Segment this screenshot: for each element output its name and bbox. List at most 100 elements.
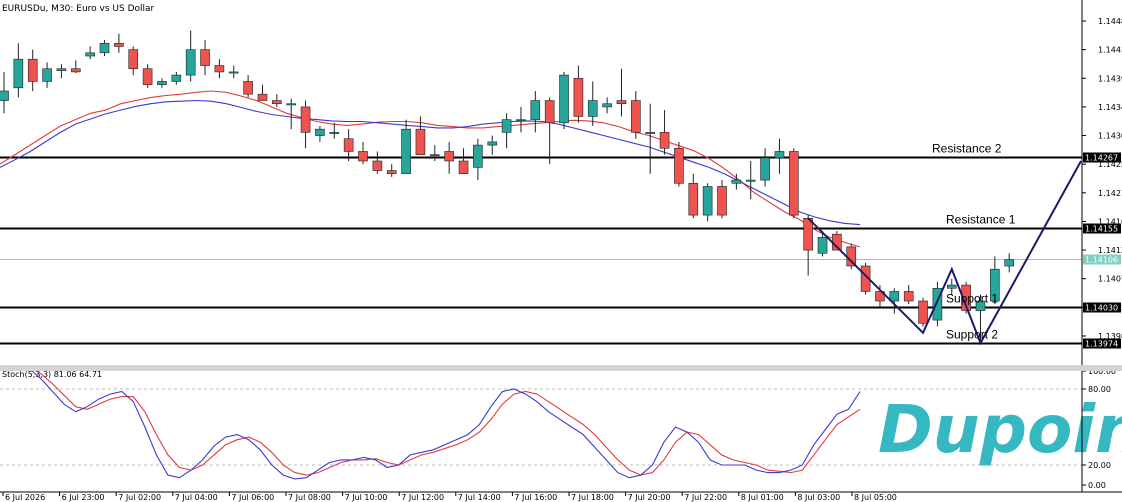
bull-candle-body <box>42 68 52 82</box>
bull-candle-body <box>559 74 569 124</box>
candle <box>386 164 397 177</box>
candle <box>243 75 253 98</box>
candle <box>487 135 498 155</box>
price-tick-label: 1.14210 <box>1098 189 1122 198</box>
price-tick-label: 1.14120 <box>1098 246 1122 255</box>
candle <box>918 297 928 327</box>
candle <box>458 148 469 175</box>
time-tick-label: 7 Jul 12:00 <box>401 493 444 502</box>
stoch-tick-label: 20.00 <box>1088 461 1111 470</box>
bull-candle-body <box>157 81 167 85</box>
candle <box>200 40 210 76</box>
bull-candle-body <box>760 157 770 181</box>
bull-candle-body <box>932 287 943 321</box>
bear-candle-body <box>27 58 38 82</box>
bear-candle-body <box>631 100 641 133</box>
candle <box>544 97 555 165</box>
dupoin-logo: Dupoin <box>878 391 1122 468</box>
fast-ma-line <box>0 90 861 248</box>
bear-candle-body <box>358 151 368 162</box>
bull-candle-body <box>0 90 9 101</box>
bear-candle-body <box>243 81 253 95</box>
bear-candle-body <box>300 106 311 133</box>
bull-candle-body <box>990 268 1000 302</box>
bear-candle-body <box>71 68 81 73</box>
stoch-tick-label: 80.00 <box>1088 385 1111 394</box>
bear-candle-body <box>875 291 885 302</box>
candle <box>501 113 512 149</box>
candle <box>185 30 196 82</box>
time-tick-label: 7 Jul 04:00 <box>175 493 218 502</box>
bull-candle-body <box>501 119 512 133</box>
candle <box>702 183 713 222</box>
time-tick-label: 7 Jul 22:00 <box>684 493 727 502</box>
time-tick-label: 7 Jul 20:00 <box>628 493 671 502</box>
panel-separator <box>0 365 1122 371</box>
candle <box>42 62 52 88</box>
bear-candle-body <box>717 186 727 216</box>
time-tick-label: 7 Jul 10:00 <box>345 493 388 502</box>
bull-candle-body <box>329 132 340 134</box>
time-tick-label: 6 Jul 2026 <box>5 493 45 502</box>
bull-candle-body <box>516 119 526 122</box>
candle <box>0 71 9 114</box>
candles <box>0 30 1015 343</box>
time-tick-label: 7 Jul 18:00 <box>571 493 614 502</box>
bull-candle-body <box>171 74 182 82</box>
bull-candle-body <box>1004 259 1015 267</box>
price-tick-label: 1.14345 <box>1098 103 1122 112</box>
bear-candle-body <box>788 151 799 216</box>
time-tick-label: 7 Jul 02:00 <box>118 493 161 502</box>
bull-candle-body <box>587 100 598 117</box>
candle <box>157 78 167 88</box>
candle <box>803 215 813 276</box>
price-axis: 1.14480 1.14435 1.14390 1.14345 1.14300 1.142… <box>1082 17 1122 341</box>
candle <box>760 148 770 187</box>
candle <box>573 65 584 123</box>
price-tick-label: 1.14435 <box>1098 46 1122 55</box>
bull-candle-body <box>817 237 828 254</box>
level-tags: 1.14267 Resistance 2 1.14155 Resistance 1 1.… <box>932 142 1121 349</box>
bear-candle-body <box>128 49 139 70</box>
chart-title: EURUSDu, M30: Euro vs US Dollar <box>2 4 155 14</box>
level-tag: 1.14106 <box>1085 256 1118 265</box>
time-tick-label: 7 Jul 08:00 <box>288 493 331 502</box>
time-tick-label: 7 Jul 06:00 <box>231 493 274 502</box>
candle <box>932 281 943 327</box>
candle <box>975 294 986 343</box>
bear-candle-body <box>257 93 268 101</box>
candle <box>530 91 541 133</box>
stochastic-panel: 100.00 80.00 20.00 0.00 <box>0 365 1116 490</box>
candle <box>674 141 684 187</box>
price-tick-label: 1.14075 <box>1098 275 1122 284</box>
bull-candle-body <box>286 103 297 106</box>
candle <box>27 49 38 91</box>
candle <box>1004 253 1015 273</box>
candle <box>990 256 1000 305</box>
candle <box>300 100 311 149</box>
candle <box>415 116 426 155</box>
moving-average-lines <box>0 90 861 248</box>
level-label: Resistance 1 <box>946 213 1016 227</box>
bear-candle-body <box>272 100 282 105</box>
level-lines <box>0 156 1082 345</box>
level-tag: 1.14030 <box>1085 304 1118 313</box>
candle <box>329 122 340 139</box>
candle <box>774 138 785 174</box>
candle <box>903 285 914 305</box>
price-tick-label: 1.14255 <box>1098 160 1122 169</box>
candle <box>659 110 670 155</box>
candle <box>745 161 756 200</box>
pattern-polyline <box>807 160 1082 346</box>
candle <box>171 71 182 85</box>
candle <box>372 151 383 174</box>
candle <box>99 40 110 56</box>
bear-candle-body <box>372 160 383 171</box>
candle <box>13 43 24 98</box>
bull-candle-body <box>774 151 785 159</box>
level-tag-bg <box>1083 152 1121 163</box>
candle <box>889 288 900 314</box>
level-label: Support 2 <box>946 328 998 342</box>
bull-candle-body <box>530 100 541 120</box>
